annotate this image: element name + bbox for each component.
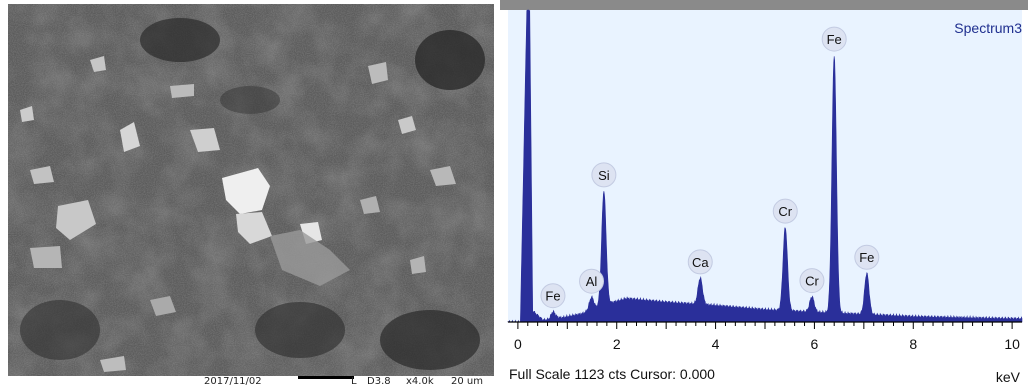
sem-scale-bar (298, 376, 354, 379)
x-tick-label: 2 (613, 336, 621, 352)
x-tick-label: 0 (514, 336, 522, 352)
peak-label: Al (586, 274, 598, 289)
peak-label: Fe (859, 250, 874, 265)
spectrum-title: Spectrum3 (954, 20, 1022, 36)
peak-label-badge (591, 162, 617, 188)
eds-spectrum-chart: 0 2 4 6 8 10 keV Fe Al Si Ca Cr Cr Fe Fe (500, 0, 1028, 385)
eds-spectrum-panel: 0 2 4 6 8 10 keV Fe Al Si Ca Cr Cr Fe Fe Spectrum3 Ful… (500, 0, 1028, 390)
peak-label: Ca (692, 255, 709, 270)
x-axis-unit-label: keV (996, 369, 1021, 385)
sem-image-panel: 2017/11/02 L D3.8 x4.0k 20 um (0, 0, 494, 390)
sem-detector: D3.8 (367, 376, 391, 387)
peak-label: Si (598, 168, 610, 183)
sem-magnification: x4.0k (406, 376, 434, 387)
sem-date: 2017/11/02 (204, 376, 262, 387)
sem-micrograph (8, 4, 494, 376)
sem-mode: L (351, 376, 357, 387)
x-tick-label: 10 (1004, 336, 1020, 352)
sem-scale-label: 20 um (451, 376, 483, 387)
x-tick-label: 4 (712, 336, 720, 352)
peak-label-badge (579, 268, 605, 294)
spectrum-area (507, 9, 1023, 323)
peak-label: Fe (827, 32, 842, 47)
window-top-border (500, 0, 1028, 10)
peak-label: Cr (805, 274, 819, 289)
peak-label-badge (772, 198, 798, 224)
sem-info-bar: 2017/11/02 L D3.8 x4.0k 20 um (8, 376, 494, 390)
x-tick-label: 6 (811, 336, 819, 352)
peak-label: Fe (545, 289, 560, 304)
peak-label-badge (540, 283, 566, 309)
bright-particle (222, 168, 270, 214)
x-tick-label: 8 (909, 336, 917, 352)
peak-label: Cr (778, 204, 792, 219)
status-text: Full Scale 1123 cts Cursor: 0.000 (509, 366, 715, 382)
peak-label-badge (799, 268, 825, 294)
peak-label-badge (854, 244, 880, 270)
peak-label-badge (821, 26, 847, 52)
peak-label-badge (687, 249, 713, 275)
